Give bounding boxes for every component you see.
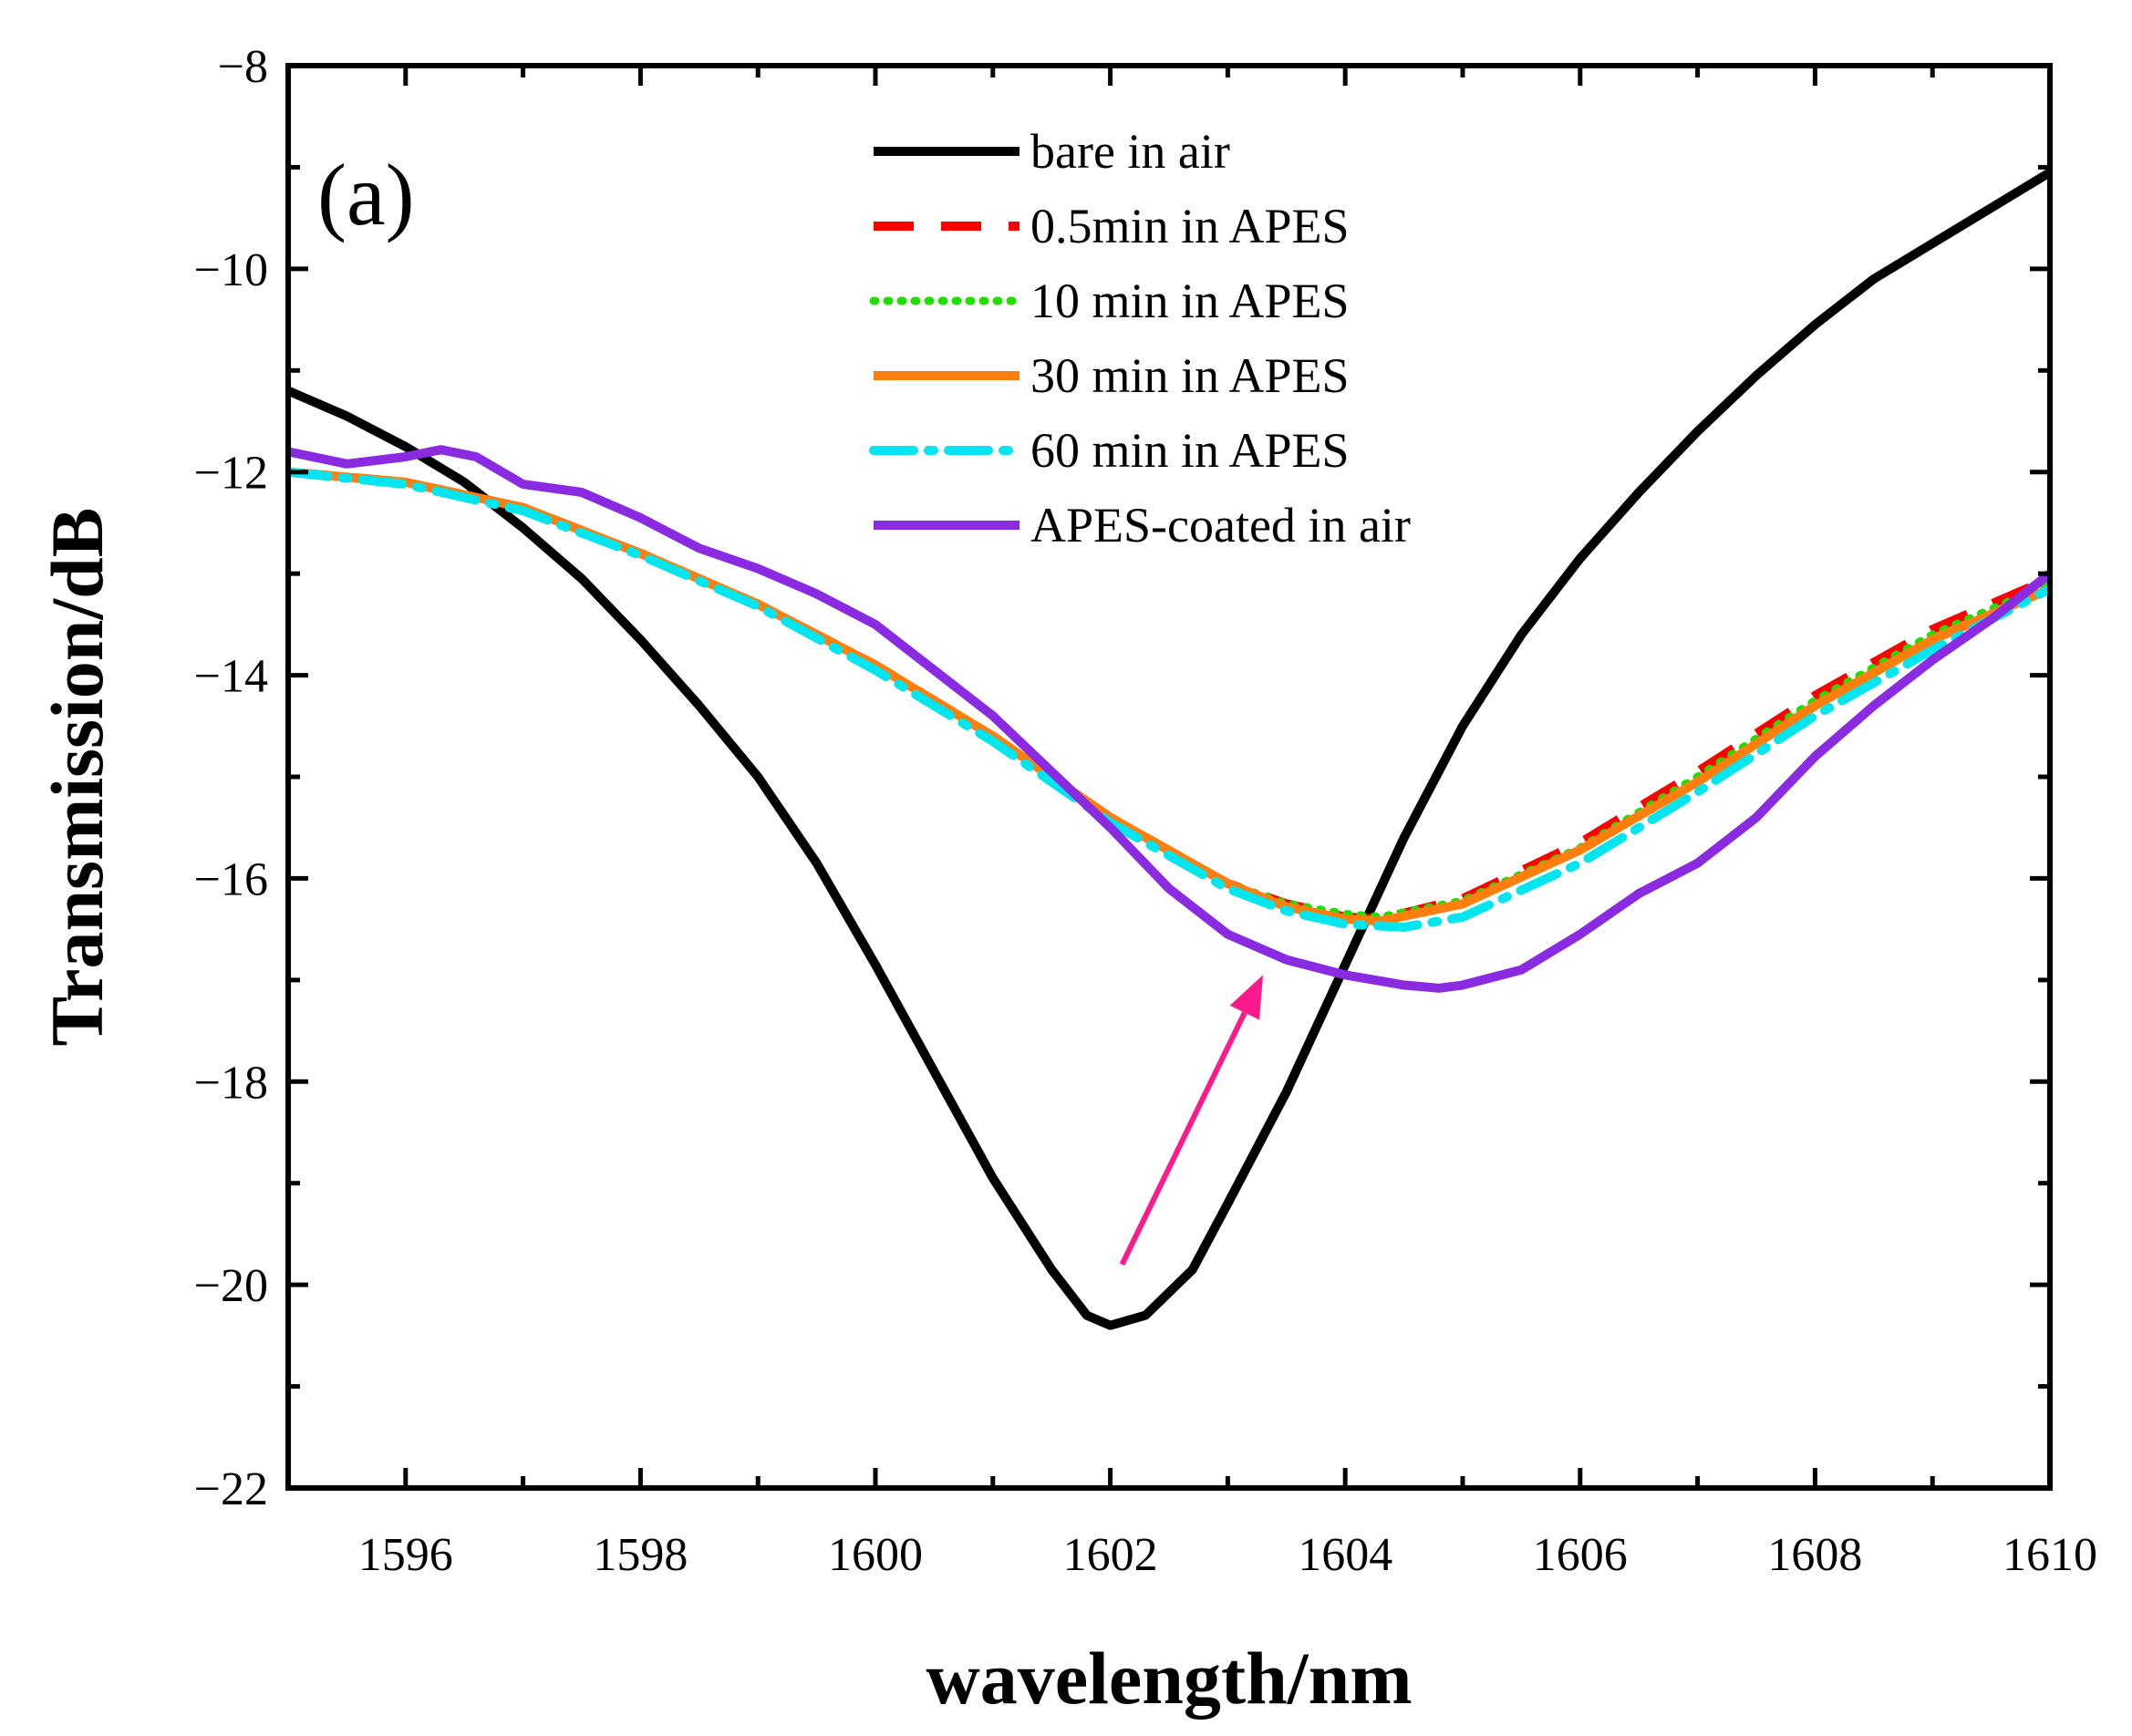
- axes: 1596 1598 1600 1602 1604 1606 1608 1610 −8 −10 −12…: [194, 41, 2097, 1581]
- x-tick-label: 1600: [828, 1529, 923, 1581]
- legend-label-60-min-in-apes: 60 min in APES: [1030, 423, 1350, 478]
- x-tick-label: 1598: [593, 1529, 688, 1581]
- y-tick-label: −14: [194, 651, 268, 703]
- panel-label: (a): [317, 146, 415, 243]
- x-tick-label: 1604: [1298, 1529, 1392, 1581]
- series-layer: [288, 168, 2050, 1330]
- legend-label-10-min-in-apes: 10 min in APES: [1030, 274, 1350, 328]
- legend-label-0-5min-in-apes: 0.5min in APES: [1030, 199, 1350, 253]
- series-line-bare-in-air: [288, 168, 2050, 1330]
- y-tick-label: −12: [194, 448, 268, 500]
- y-tick-label: −18: [194, 1057, 268, 1109]
- legend-label-apes-coated-in-air: APES-coated in air: [1030, 498, 1411, 553]
- annotation-arrow-head: [1229, 975, 1264, 1020]
- x-tick-label: 1606: [1533, 1529, 1628, 1581]
- x-tick-label: 1602: [1063, 1529, 1158, 1581]
- y-tick-label: −22: [194, 1463, 268, 1515]
- x-axis-title: wavelength/nm: [926, 1637, 1413, 1720]
- x-tick-label: 1608: [1767, 1529, 1862, 1581]
- series-line-60-min-in-apes: [288, 467, 2050, 932]
- y-tick-label: −20: [194, 1260, 268, 1312]
- series-line-apes-coated-in-air: [288, 445, 2050, 993]
- y-tick-label: −16: [194, 853, 268, 905]
- x-tick-label: 1610: [2003, 1529, 2097, 1581]
- y-axis-title: Transmission/dB: [36, 508, 119, 1047]
- annotation-arrow-shaft: [1119, 1011, 1247, 1266]
- legend-label-30-min-in-apes: 30 min in APES: [1030, 348, 1350, 403]
- y-tick-label: −10: [194, 244, 268, 296]
- x-tick-label: 1596: [358, 1529, 453, 1581]
- annotation-layer: [1119, 975, 1264, 1266]
- legend-label-bare-in-air: bare in air: [1030, 124, 1230, 179]
- y-tick-label: −8: [218, 41, 268, 93]
- legend: bare in air 0.5min in APES 10 min in APES 3…: [869, 124, 1411, 553]
